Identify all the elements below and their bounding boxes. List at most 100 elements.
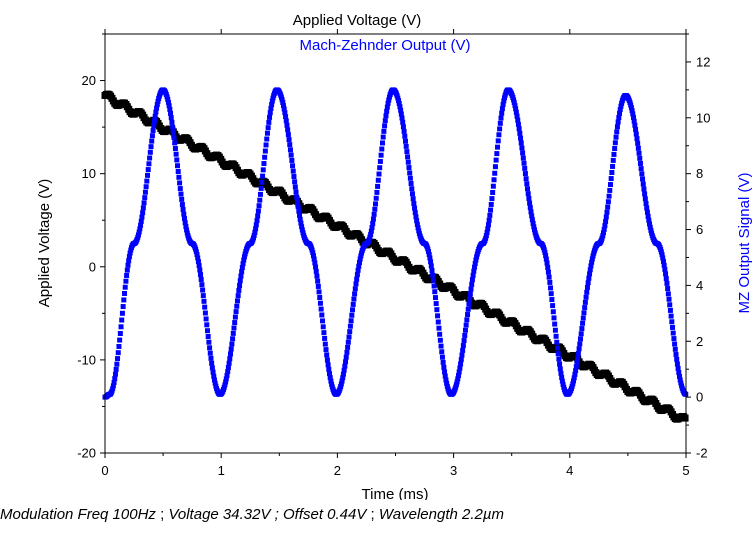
mz-output-point [257, 191, 263, 197]
mz-output-point [406, 165, 412, 171]
mz-output-point [415, 225, 421, 231]
mz-output-point [260, 173, 266, 179]
legend-entry-mz-output: Mach-Zehnder Output (V) [300, 37, 471, 54]
mz-output-point [458, 361, 464, 367]
mz-output-point [208, 355, 214, 361]
mz-output-point [628, 102, 634, 108]
mz-output-point [280, 103, 286, 109]
mz-output-point [618, 103, 624, 109]
mz-output-point [488, 201, 494, 207]
mz-output-point [553, 333, 559, 339]
mz-output-point [315, 283, 321, 289]
mz-output-point [501, 98, 507, 104]
mz-output-point [615, 119, 621, 125]
mz-output-point [343, 359, 349, 365]
mz-output-point [264, 130, 270, 136]
mz-output-point [114, 361, 120, 367]
mz-output-point [290, 163, 296, 169]
mz-output-point [351, 296, 357, 302]
mz-output-point [122, 284, 128, 290]
mz-output-point [238, 273, 244, 279]
mz-output-point [374, 189, 380, 195]
mz-output-point [240, 261, 246, 267]
mz-output-point [498, 115, 504, 121]
mz-output-point [604, 209, 610, 215]
mz-output-point [401, 128, 407, 134]
mz-output-point [583, 294, 589, 300]
mz-output-point [322, 335, 328, 341]
right-y-axis-label: MZ Output Signal (V) [736, 173, 753, 314]
mz-output-point [292, 184, 298, 190]
mz-output-point [414, 221, 420, 227]
mz-output-point [368, 231, 374, 237]
mz-output-point [543, 253, 549, 259]
mz-output-point [426, 251, 432, 257]
mz-output-point [527, 205, 533, 211]
mz-output-point [266, 119, 272, 125]
mz-output-point [251, 232, 257, 238]
mz-output-point [137, 226, 143, 232]
mz-output-point [176, 174, 182, 180]
x-tick-label: 1 [218, 463, 225, 478]
mz-output-point [285, 132, 291, 138]
series-mz-output [102, 87, 689, 400]
mz-output-point [636, 150, 642, 156]
mz-output-point [571, 378, 577, 384]
mz-output-point [671, 336, 677, 342]
mz-output-point [487, 212, 493, 218]
mz-output-point [229, 341, 235, 347]
mz-output-point [346, 334, 352, 340]
mz-output-point [409, 191, 415, 197]
mz-output-point [379, 146, 385, 152]
mz-output-point [235, 293, 241, 299]
mz-output-point [637, 155, 643, 161]
mz-output-point [287, 147, 293, 153]
mz-output-point [579, 326, 585, 332]
mz-output-point [167, 106, 173, 112]
mz-output-point [227, 356, 233, 362]
mz-output-point [141, 200, 147, 206]
mz-output-point [313, 264, 319, 270]
mz-output-point [325, 362, 331, 368]
mz-output-point [255, 213, 261, 219]
mz-output-point [353, 281, 359, 287]
mz-output-point [386, 97, 392, 103]
mz-output-point [382, 118, 388, 124]
mz-output-point [643, 200, 649, 206]
mz-output-point [256, 203, 262, 209]
mz-output-point [264, 136, 270, 142]
mz-output-point [453, 382, 459, 388]
mz-output-point [357, 256, 363, 262]
mz-output-point [396, 101, 402, 107]
mz-output-point [672, 341, 678, 347]
right-y-tick-label: 2 [696, 334, 703, 349]
mz-output-point [437, 337, 443, 343]
mz-output-point [668, 313, 674, 319]
mz-output-point [380, 134, 386, 140]
mz-output-point [485, 222, 491, 228]
mz-output-point [543, 256, 549, 262]
mz-output-point [495, 144, 501, 150]
left-y-tick-label: 10 [82, 166, 96, 181]
mz-output-point [630, 114, 636, 120]
mz-output-point [416, 228, 422, 234]
mz-output-point [640, 181, 646, 187]
mz-output-point [252, 229, 258, 235]
mz-output-point [610, 163, 616, 169]
mz-output-point [178, 191, 184, 197]
mz-output-point [442, 369, 448, 375]
mz-output-point [183, 223, 189, 229]
mz-output-point [310, 250, 316, 256]
mz-output-point [396, 98, 402, 104]
mz-output-point [402, 133, 408, 139]
mz-output-point [468, 286, 474, 292]
mz-output-point [339, 378, 345, 384]
left-y-tick-label: 0 [89, 259, 96, 274]
mz-output-point [223, 376, 229, 382]
mz-output-point [177, 186, 183, 192]
mz-output-point [315, 278, 321, 284]
mz-output-point [355, 267, 361, 273]
mz-output-point [384, 108, 390, 114]
mz-output-point [198, 277, 204, 283]
x-tick-label: 2 [334, 463, 341, 478]
